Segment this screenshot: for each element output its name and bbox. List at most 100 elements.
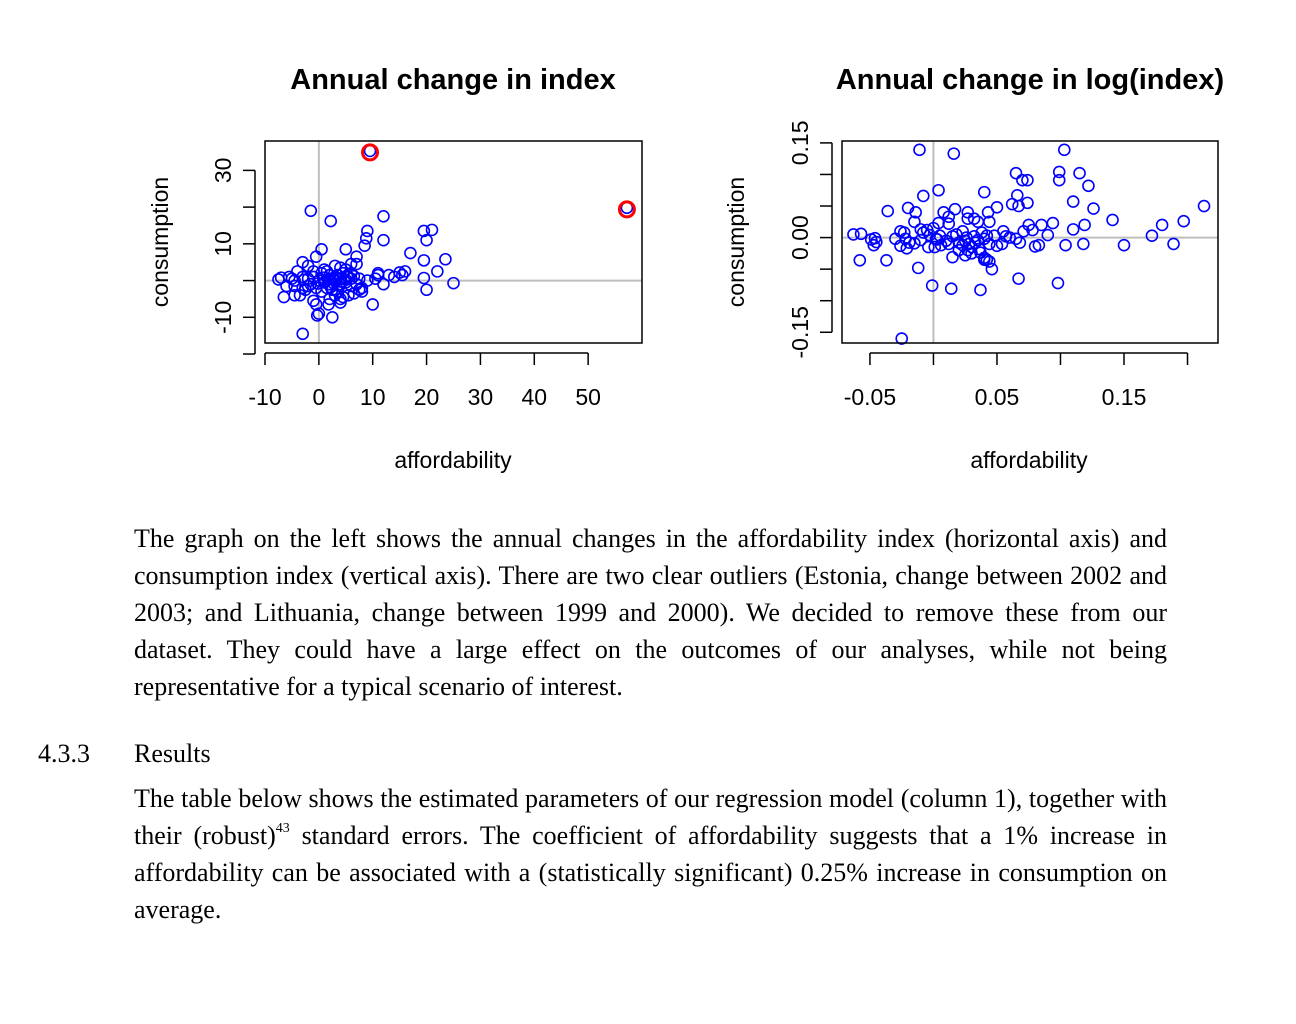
data-point <box>1012 272 1025 285</box>
data-point <box>932 183 945 197</box>
data-point <box>285 272 299 286</box>
data-point <box>1078 218 1091 232</box>
data-point <box>447 276 460 290</box>
data-point <box>925 279 939 292</box>
data-point <box>1003 231 1016 244</box>
y-axis-label: consumption <box>147 177 173 307</box>
data-point <box>404 246 417 260</box>
data-point <box>1197 199 1211 213</box>
x-tick-label: -10 <box>248 384 281 410</box>
chart-title: Annual change in log(index) <box>836 64 1224 96</box>
data-point <box>995 237 1009 251</box>
data-point <box>942 210 956 224</box>
data-point <box>981 206 995 219</box>
y-tick-label: -0.15 <box>787 306 813 358</box>
data-point <box>352 283 366 297</box>
section-number: 4.3.3 <box>38 739 90 768</box>
x-tick-label: 50 <box>575 384 601 410</box>
data-point <box>334 296 347 309</box>
data-point <box>930 233 944 246</box>
data-point <box>417 254 431 267</box>
data-point <box>288 279 301 293</box>
data-point <box>974 283 987 297</box>
data-point <box>880 254 893 267</box>
paragraph-results: The table below shows the estimated para… <box>134 780 1167 928</box>
data-point <box>1077 237 1090 251</box>
data-points <box>847 143 1211 345</box>
data-point <box>420 283 433 297</box>
reference-lines <box>842 141 1218 343</box>
data-point <box>307 265 320 278</box>
x-tick-label: 40 <box>521 384 547 410</box>
data-point <box>439 252 452 266</box>
data-point <box>1017 224 1030 238</box>
data-point <box>916 226 930 239</box>
data-point <box>1167 237 1180 251</box>
data-point <box>340 269 354 283</box>
data-point <box>361 224 374 238</box>
data-point <box>908 236 921 250</box>
data-point <box>297 273 311 287</box>
outlier-highlight <box>617 200 636 219</box>
data-point <box>1021 196 1034 210</box>
data-point <box>942 217 956 230</box>
data-point <box>347 269 361 283</box>
data-point <box>296 327 310 341</box>
data-point <box>333 279 346 293</box>
data-point <box>1059 238 1072 252</box>
data-point <box>1012 199 1025 213</box>
plot-frame <box>264 140 643 344</box>
data-point <box>867 238 881 252</box>
data-point <box>344 257 358 271</box>
x-tick-label: 0.15 <box>1102 384 1147 410</box>
data-point <box>980 229 994 242</box>
data-point <box>350 257 363 271</box>
paragraph-outliers: The graph on the left shows the annual c… <box>134 524 1167 701</box>
data-point <box>928 240 942 254</box>
data-point <box>1052 165 1066 179</box>
axes: -10 0 10 20 30 40 50 -10 10 30 <box>210 158 601 410</box>
data-point <box>420 233 433 247</box>
chart-left: Annual change in index consumption affor… <box>147 64 643 473</box>
data-point <box>1009 232 1023 246</box>
data-point <box>1016 173 1029 187</box>
data-point <box>310 309 324 322</box>
data-point <box>417 224 431 238</box>
data-point <box>916 189 930 203</box>
data-point <box>847 228 860 241</box>
y-tick-label: -10 <box>210 301 236 334</box>
data-point <box>868 231 882 245</box>
data-point <box>342 288 355 302</box>
data-point <box>1046 216 1060 230</box>
outlier-highlight <box>361 143 380 162</box>
data-point <box>961 206 975 219</box>
y-tick-label: 30 <box>210 158 236 184</box>
data-point <box>377 233 390 247</box>
data-point <box>1005 197 1019 211</box>
data-point <box>895 332 909 345</box>
data-point <box>398 265 412 278</box>
data-point <box>894 224 907 238</box>
paragraph-text: standard errors. The coefficient of affo… <box>134 821 1167 924</box>
data-point <box>277 290 291 304</box>
footnote-ref[interactable]: 43 <box>275 821 290 836</box>
x-tick-label: 0 <box>312 384 325 410</box>
data-point <box>922 240 935 254</box>
data-point <box>983 215 996 229</box>
data-point <box>1051 276 1065 290</box>
data-point <box>431 265 444 278</box>
data-point <box>358 239 371 252</box>
data-point <box>1106 213 1119 227</box>
data-point <box>1021 173 1034 187</box>
data-point <box>909 206 922 219</box>
x-tick-label: -0.05 <box>844 384 896 410</box>
data-point <box>417 271 431 285</box>
data-point <box>361 274 374 287</box>
data-point <box>322 298 335 311</box>
data-point <box>304 204 318 218</box>
data-point <box>961 212 975 225</box>
chart-right: Annual change in log(index) consumption … <box>723 64 1224 473</box>
data-point <box>894 239 907 253</box>
data-point <box>355 285 369 298</box>
data-point <box>1052 173 1066 187</box>
